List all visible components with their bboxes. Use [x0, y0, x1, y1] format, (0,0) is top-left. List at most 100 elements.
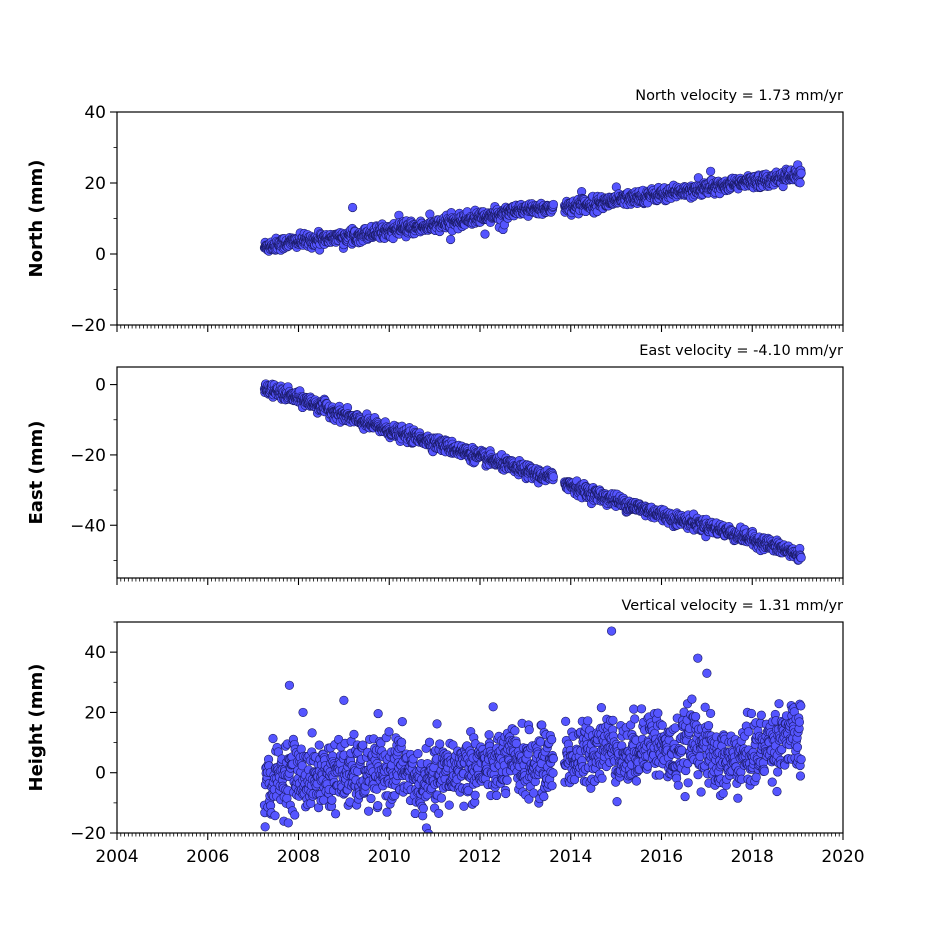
- data-point: [733, 793, 743, 803]
- data-point: [629, 704, 639, 714]
- data-point: [706, 708, 716, 719]
- data-point: [631, 776, 642, 786]
- data-point: [597, 773, 607, 783]
- data-point: [756, 710, 766, 720]
- y-tick-label: 20: [84, 174, 106, 194]
- east-points: [259, 379, 806, 565]
- data-point: [706, 166, 716, 176]
- data-point: [290, 810, 300, 820]
- data-point: [418, 803, 428, 814]
- data-point: [693, 770, 703, 780]
- data-point: [691, 711, 701, 722]
- data-point: [751, 772, 761, 782]
- data-point: [653, 708, 663, 718]
- data-point: [425, 209, 435, 219]
- data-point: [423, 828, 434, 833]
- data-point: [364, 806, 374, 816]
- data-point: [703, 720, 714, 731]
- height-points: [259, 626, 806, 833]
- y-tick-label: 0: [95, 376, 106, 396]
- data-point: [432, 719, 442, 729]
- y-tick-label: 0: [95, 245, 106, 265]
- data-point: [484, 730, 494, 740]
- data-point: [488, 702, 498, 712]
- data-point: [327, 795, 337, 805]
- data-point: [330, 809, 341, 819]
- data-point: [501, 788, 511, 799]
- data-point: [796, 553, 806, 563]
- data-point: [796, 168, 806, 178]
- data-point: [270, 811, 280, 821]
- height-panel: 2004 2006 2008 2010 2012 2014 2016 2018 2020−200…: [26, 598, 865, 867]
- data-point: [382, 807, 392, 817]
- y-tick-label: −20: [70, 316, 106, 336]
- data-point: [397, 717, 407, 727]
- data-point: [673, 780, 683, 790]
- data-point: [348, 202, 358, 213]
- y-tick-label: −40: [70, 516, 106, 536]
- data-point: [260, 822, 270, 832]
- data-point: [283, 818, 293, 828]
- data-point: [657, 720, 667, 730]
- data-point: [459, 801, 469, 811]
- y-tick-label: 40: [84, 103, 106, 123]
- data-point: [435, 739, 445, 749]
- data-point: [470, 790, 480, 800]
- data-point: [547, 734, 557, 745]
- data-point: [446, 234, 456, 245]
- data-point: [349, 729, 359, 739]
- data-point: [548, 753, 558, 764]
- data-point: [596, 702, 606, 713]
- data-point: [444, 800, 454, 810]
- east-axes-frame: [116, 366, 844, 579]
- data-point: [683, 778, 693, 788]
- data-point: [773, 767, 783, 777]
- data-point: [535, 737, 546, 747]
- data-point: [548, 199, 558, 210]
- data-point: [268, 733, 278, 744]
- data-point: [537, 720, 547, 730]
- data-point: [583, 716, 593, 726]
- data-point: [358, 740, 368, 750]
- data-point: [539, 791, 549, 802]
- data-point: [630, 714, 640, 724]
- data-point: [424, 737, 435, 747]
- data-point: [680, 791, 690, 802]
- east-y-axis-label: East (mm): [26, 421, 47, 525]
- data-point: [502, 775, 512, 785]
- data-point: [759, 766, 769, 776]
- data-point: [480, 229, 490, 239]
- data-point: [767, 777, 777, 787]
- data-point: [510, 726, 520, 736]
- data-point: [612, 797, 622, 807]
- data-point: [677, 745, 687, 755]
- north-points: [259, 160, 806, 256]
- data-point: [434, 808, 444, 819]
- north-panel: −20 0 20 40 North (mm) North velocity = 1.73 …: [26, 88, 844, 336]
- data-point: [774, 699, 784, 709]
- data-point: [373, 708, 383, 719]
- data-point: [413, 749, 423, 759]
- data-point: [397, 737, 407, 747]
- data-point: [548, 768, 558, 778]
- data-point: [314, 740, 324, 750]
- north-y-axis-label: North (mm): [26, 160, 47, 278]
- data-point: [373, 800, 383, 811]
- north-velocity-title: North velocity = 1.73 mm/yr: [635, 88, 843, 104]
- data-point: [561, 716, 571, 727]
- data-point: [687, 694, 697, 704]
- data-point: [436, 793, 447, 803]
- data-point: [463, 785, 473, 796]
- data-point: [448, 740, 458, 750]
- data-point: [366, 793, 376, 804]
- data-point: [548, 472, 558, 482]
- data-point: [307, 728, 317, 738]
- data-point: [746, 708, 757, 719]
- data-point: [608, 715, 618, 725]
- data-point: [795, 178, 805, 188]
- data-point: [524, 725, 534, 735]
- east-velocity-title: East velocity = -4.10 mm/yr: [639, 343, 843, 359]
- data-point: [654, 770, 665, 780]
